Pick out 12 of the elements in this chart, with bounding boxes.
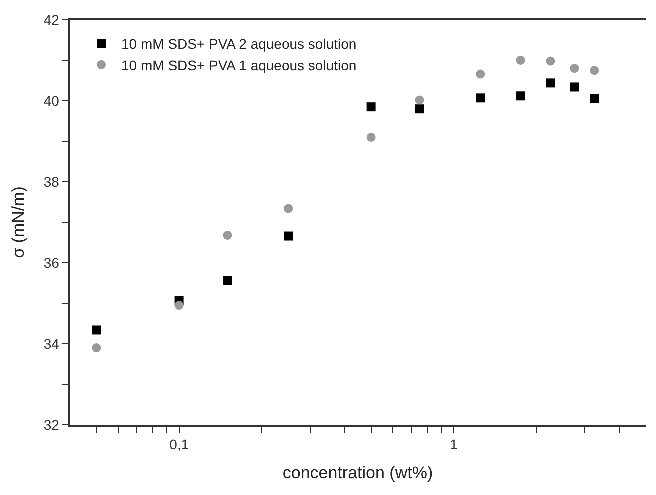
legend-label: 10 mM SDS+ PVA 2 aqueous solution: [122, 36, 357, 52]
y-axis-title: σ (mN/m): [8, 186, 28, 258]
x-tick-label: 1: [450, 436, 458, 453]
x-tick-label: 0,1: [170, 436, 190, 453]
legend-label: 10 mM SDS+ PVA 1 aqueous solution: [122, 57, 357, 74]
y-tick-label: 34: [44, 336, 60, 352]
x-axis-title: concentration (wt%): [282, 463, 434, 482]
y-tick-label: 38: [44, 174, 60, 190]
y-tick-label: 40: [44, 92, 60, 109]
y-tick-label: 36: [44, 254, 60, 271]
y-tick-label: 32: [44, 416, 60, 433]
y-tick-label: 42: [44, 12, 60, 28]
